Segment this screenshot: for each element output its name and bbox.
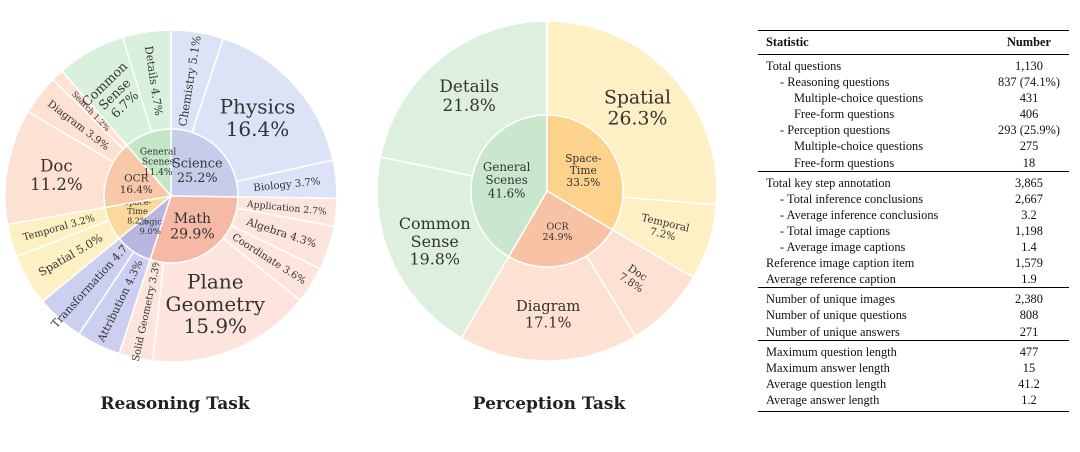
reasoning-inner-slice-science	[170, 128, 239, 198]
reasoning-inner-slice-ocr	[103, 144, 173, 209]
statistic-value: 431	[1019, 91, 1039, 106]
table-row: Total questions 1,130	[758, 55, 1069, 75]
perception-outer-label-details: Details 21.8%	[439, 76, 499, 115]
table-row: Number of unique questions 808	[758, 307, 1069, 323]
reasoning-task-caption: Reasoning Task	[100, 394, 250, 414]
statistic-label: Total key step annotation	[758, 170, 989, 191]
table-row: Maximum question length 477	[758, 339, 1069, 360]
table-row: Multiple-choice questions 431	[758, 90, 1069, 106]
statistics-table: Statistic Number Total questions 1,130- Rea…	[758, 30, 1069, 412]
reasoning-inner-label-ocr: OCR 16.4%	[120, 172, 153, 196]
table-row: - Average inference conclusions 3.2	[758, 207, 1069, 223]
statistic-label: - Total image captions	[780, 223, 891, 238]
statistic-label: Maximum question length	[758, 339, 989, 360]
statistic-value: 2,380	[989, 287, 1069, 308]
perception-task-caption: Perception Task	[472, 394, 626, 414]
statistic-value: 1,130	[1015, 59, 1043, 73]
table-row: Average answer length 1.2	[758, 391, 1069, 412]
statistic-header: Statistic	[758, 30, 989, 55]
statistic-value: 15	[1022, 360, 1036, 375]
table-row: Maximum answer length 15	[758, 360, 1069, 376]
table-row: Average reference caption 1.9	[758, 271, 1069, 288]
statistic-value: 3.2	[1021, 207, 1037, 222]
statistic-value: 1,579	[1015, 256, 1043, 271]
table-row: Number of unique images 2,380	[758, 287, 1069, 308]
reasoning-inner-slice-math	[149, 195, 239, 264]
statistic-label: Free-form questions	[794, 107, 895, 122]
statistic-label: - Total inference conclusions	[780, 191, 924, 206]
statistic-value: 1.9	[1021, 272, 1037, 287]
reasoning-inner-label-general-scenes: General Scenes 11.4%	[140, 147, 177, 177]
statistic-value: 275	[1019, 139, 1039, 154]
statistic-label: Multiple-choice questions	[794, 91, 924, 106]
statistic-label: Number of unique questions	[766, 308, 907, 323]
perception-inner-label-general-scenes: General Scenes 41.6%	[483, 160, 531, 201]
perception-inner-slice-general-scenes	[470, 114, 548, 258]
statistic-label: Multiple-choice questions	[794, 139, 924, 154]
table-row: Number of unique answers 271	[758, 324, 1069, 341]
perception-inner-label-space-time: Space-Time 33.5%	[565, 152, 602, 189]
statistic-label: Free-form questions	[794, 155, 895, 170]
reasoning-inner-label-math: Math 29.9%	[170, 211, 214, 243]
reasoning-inner-label-science: Science 25.2%	[172, 156, 223, 185]
table-row: Reference image caption item 1,579	[758, 255, 1069, 271]
statistic-value: 18	[1022, 155, 1036, 170]
table-row: Multiple-choice questions 275	[758, 138, 1069, 154]
statistic-value: 1.4	[1021, 240, 1037, 255]
perception-outer-label-diagram: Diagram 17.1%	[516, 298, 580, 332]
perception-inner-slice-space-time	[546, 114, 624, 231]
table-row: - Perception questions 293 (25.9%)	[758, 122, 1069, 138]
statistic-label: Average reference caption	[766, 272, 896, 287]
reasoning-inner-label-logic: Logic 9.0%	[138, 217, 162, 237]
statistic-value: 41.2	[1018, 376, 1040, 391]
statistic-label: Total questions	[766, 59, 842, 73]
statistic-label: - Perception questions	[780, 123, 891, 138]
statistic-value: 3,865	[989, 170, 1069, 191]
statistic-label: - Average inference conclusions	[780, 207, 939, 222]
statistic-label: Average question length	[766, 376, 887, 391]
number-header: Number	[989, 30, 1069, 55]
reasoning-outer-label-plane-geometry: Plane Geometry 15.9%	[166, 269, 266, 338]
statistic-value: 271	[1019, 324, 1039, 339]
perception-inner-slice-ocr	[507, 189, 614, 268]
statistic-label: Average answer length	[758, 391, 989, 412]
table-row: - Reasoning questions 837 (74.1%)	[758, 74, 1069, 90]
perception-outer-label-common-sense: Common Sense 19.8%	[399, 214, 471, 269]
statistic-value: 477	[989, 339, 1069, 360]
statistic-value: 837 (74.1%)	[998, 75, 1060, 90]
table-row: - Average image captions 1.4	[758, 239, 1069, 255]
statistic-label: - Reasoning questions	[780, 75, 890, 90]
statistic-label: Reference image caption item	[766, 256, 915, 271]
perception-inner-label-ocr: OCR 24.9%	[542, 221, 572, 243]
table-row: Free-form questions 406	[758, 106, 1069, 122]
table-row: - Total image captions 1,198	[758, 223, 1069, 239]
reasoning-inner-slice-general-scenes	[125, 128, 172, 199]
statistic-label: Number of unique answers	[766, 324, 900, 339]
statistic-value: 2,667	[1015, 191, 1043, 206]
table-row: Total key step annotation 3,865	[758, 170, 1069, 191]
statistic-value: 293 (25.9%)	[998, 123, 1060, 138]
table-row: Free-form questions 18	[758, 155, 1069, 172]
statistic-value: 406	[1019, 107, 1039, 122]
statistic-label: Maximum answer length	[766, 360, 890, 375]
statistic-label: - Average image captions	[780, 240, 906, 255]
statistic-value: 1,198	[1015, 223, 1043, 238]
reasoning-outer-label-doc: Doc 11.2%	[30, 157, 82, 195]
table-row: - Total inference conclusions 2,667	[758, 191, 1069, 207]
statistic-value: 1.2	[989, 391, 1069, 412]
statistic-value: 808	[1019, 308, 1039, 323]
table-row: Average question length 41.2	[758, 376, 1069, 392]
reasoning-outer-label-physics: Physics 16.4%	[220, 95, 296, 141]
statistic-label: Number of unique images	[758, 287, 989, 308]
perception-outer-label-spatial: Spatial 26.3%	[604, 88, 671, 130]
